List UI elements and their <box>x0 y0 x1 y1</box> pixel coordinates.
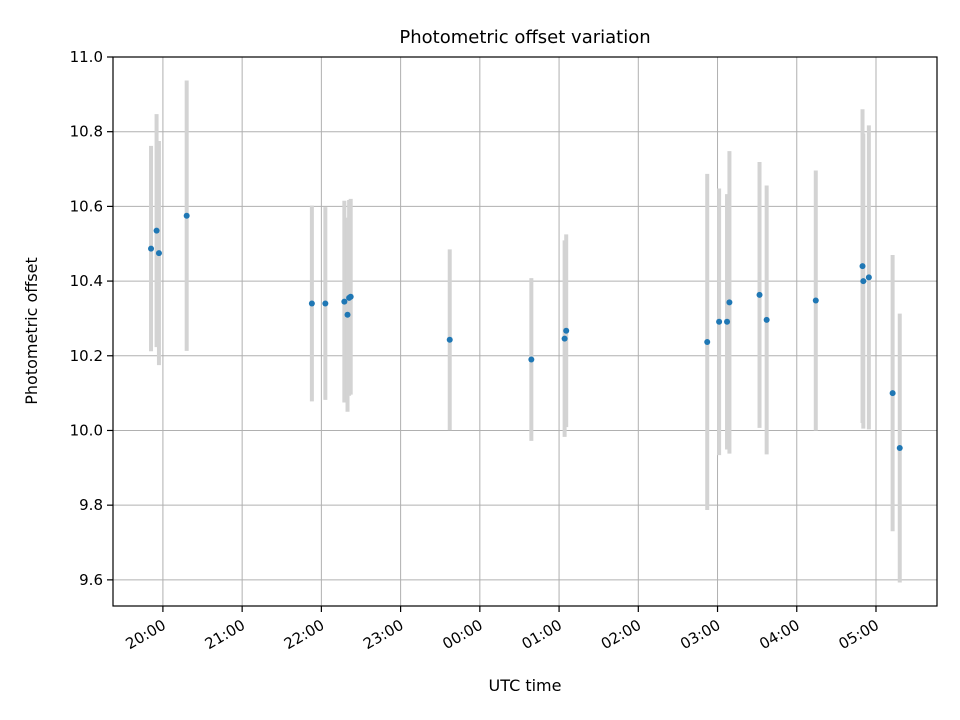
data-point <box>865 274 872 281</box>
y-tick-label: 11.0 <box>70 48 103 66</box>
data-point <box>153 227 160 234</box>
y-tick-label: 10.0 <box>70 421 103 439</box>
y-tick-label: 9.8 <box>79 496 103 514</box>
data-point <box>155 250 162 257</box>
data-point <box>859 263 866 270</box>
y-tick-label: 10.2 <box>70 347 103 365</box>
data-point <box>561 335 568 342</box>
data-point <box>183 212 190 219</box>
data-point <box>148 245 155 252</box>
data-point <box>308 300 315 307</box>
data-point <box>322 300 329 307</box>
data-point <box>756 291 763 298</box>
data-point <box>812 297 819 304</box>
data-point <box>726 299 733 306</box>
data-point <box>763 316 770 323</box>
data-point <box>896 445 903 452</box>
data-point <box>860 278 867 285</box>
data-point <box>704 338 711 345</box>
data-point <box>446 336 453 343</box>
y-tick-label: 10.8 <box>70 123 103 141</box>
data-point <box>347 293 354 300</box>
y-axis-label: Photometric offset <box>22 257 41 405</box>
data-points <box>148 212 903 452</box>
data-point <box>344 311 351 318</box>
data-point <box>341 298 348 305</box>
x-axis-label: UTC time <box>489 676 562 695</box>
data-point <box>563 327 570 334</box>
y-tick-label: 10.6 <box>70 197 103 215</box>
chart-title: Photometric offset variation <box>399 27 650 48</box>
y-tick-label: 10.4 <box>70 272 103 290</box>
data-point <box>724 318 731 325</box>
data-point <box>716 318 723 325</box>
y-tick-label: 9.6 <box>79 571 103 589</box>
data-point <box>528 356 535 363</box>
data-point <box>889 390 896 397</box>
y-axis-ticks: 9.6 9.8 10.0 10.2 10.4 10.6 10.8 11.0 <box>70 48 113 589</box>
plot-frame <box>112 56 938 607</box>
